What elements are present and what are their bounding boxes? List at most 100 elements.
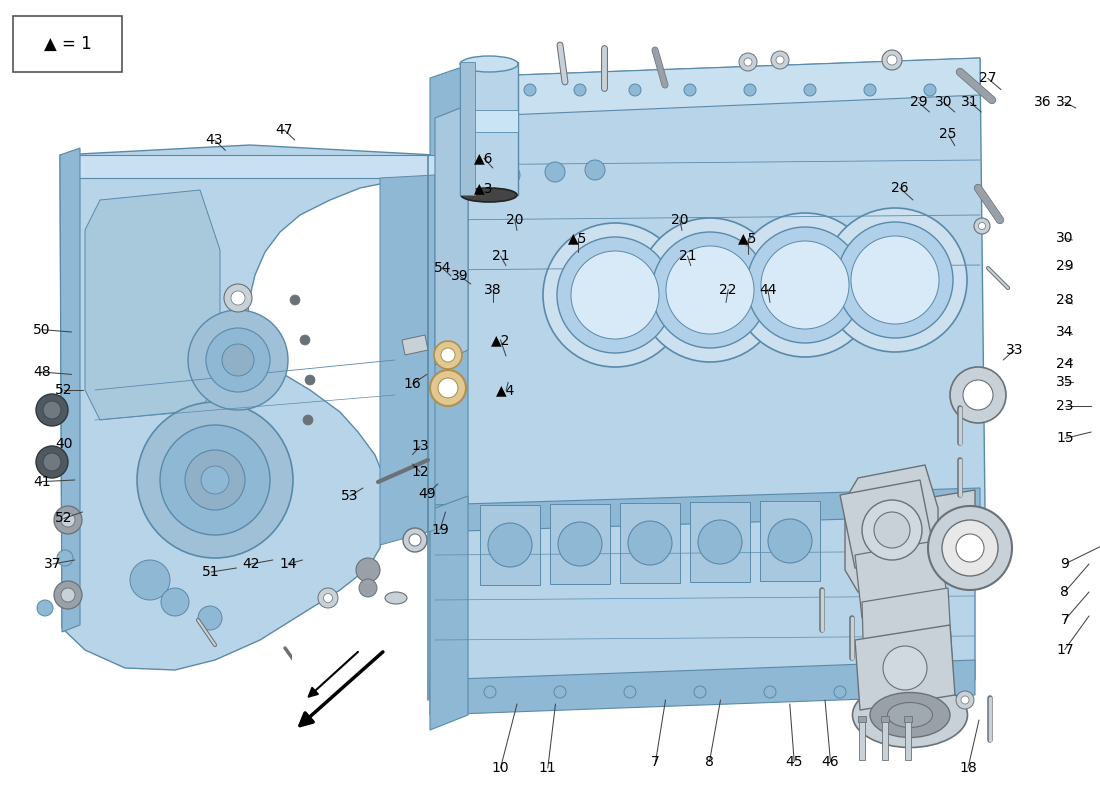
Polygon shape <box>855 540 948 618</box>
Text: 12: 12 <box>411 465 429 479</box>
Polygon shape <box>915 490 975 540</box>
Polygon shape <box>840 480 935 568</box>
Text: elfersh: elfersh <box>426 268 718 404</box>
Circle shape <box>54 581 82 609</box>
Circle shape <box>771 51 789 69</box>
Circle shape <box>543 223 688 367</box>
Text: 52: 52 <box>55 383 73 398</box>
Circle shape <box>305 375 315 385</box>
Circle shape <box>557 237 673 353</box>
Text: 16: 16 <box>404 377 421 391</box>
Circle shape <box>290 295 300 305</box>
Text: 8: 8 <box>705 754 714 769</box>
Polygon shape <box>430 496 468 730</box>
Text: 50: 50 <box>33 322 51 337</box>
Text: for parts: for parts <box>468 451 676 541</box>
Circle shape <box>356 558 380 582</box>
Text: 9: 9 <box>1060 557 1069 571</box>
Circle shape <box>43 453 60 471</box>
Circle shape <box>834 686 846 698</box>
Circle shape <box>488 523 532 567</box>
Bar <box>292 642 377 704</box>
Circle shape <box>554 686 566 698</box>
Polygon shape <box>430 490 975 700</box>
Circle shape <box>747 227 864 343</box>
Circle shape <box>883 646 927 690</box>
Text: 10: 10 <box>492 761 509 775</box>
Circle shape <box>628 521 672 565</box>
Circle shape <box>160 425 270 535</box>
Polygon shape <box>862 588 951 672</box>
Text: 22: 22 <box>719 282 737 297</box>
Circle shape <box>36 394 68 426</box>
Polygon shape <box>460 62 518 195</box>
Circle shape <box>403 528 427 552</box>
Circle shape <box>130 560 170 600</box>
Circle shape <box>768 519 812 563</box>
Circle shape <box>733 213 877 357</box>
Circle shape <box>441 348 455 362</box>
Circle shape <box>222 344 254 376</box>
Text: ▲5: ▲5 <box>568 231 587 246</box>
Text: 30: 30 <box>935 95 953 110</box>
Circle shape <box>739 53 757 71</box>
Text: 15: 15 <box>1056 431 1074 446</box>
Circle shape <box>571 251 659 339</box>
Ellipse shape <box>852 682 968 747</box>
Text: 36: 36 <box>1034 95 1052 110</box>
Text: 21: 21 <box>492 249 509 263</box>
Circle shape <box>956 534 984 562</box>
Text: 51: 51 <box>202 565 220 579</box>
Circle shape <box>851 236 939 324</box>
Circle shape <box>629 84 641 96</box>
Circle shape <box>652 232 768 348</box>
Circle shape <box>138 402 293 558</box>
Text: 34: 34 <box>1056 325 1074 339</box>
Text: 54: 54 <box>433 261 451 275</box>
Polygon shape <box>845 465 938 592</box>
Circle shape <box>744 84 756 96</box>
Circle shape <box>823 208 967 352</box>
Text: 11: 11 <box>539 761 557 775</box>
Text: 32: 32 <box>1056 95 1074 110</box>
Text: 29: 29 <box>1056 258 1074 273</box>
Bar <box>905 720 911 760</box>
Text: ▲ = 1: ▲ = 1 <box>44 35 92 53</box>
Ellipse shape <box>888 702 933 727</box>
Text: 23: 23 <box>1056 399 1074 414</box>
Circle shape <box>524 84 536 96</box>
Polygon shape <box>460 62 475 195</box>
Text: 45: 45 <box>785 754 803 769</box>
Text: 37: 37 <box>44 557 62 571</box>
Text: 28: 28 <box>1056 293 1074 307</box>
Circle shape <box>558 522 602 566</box>
Circle shape <box>323 594 332 602</box>
Circle shape <box>201 466 229 494</box>
Circle shape <box>318 588 338 608</box>
FancyBboxPatch shape <box>13 16 122 72</box>
Polygon shape <box>855 625 955 710</box>
Polygon shape <box>865 605 950 692</box>
Circle shape <box>60 588 75 602</box>
Text: 8: 8 <box>1060 585 1069 599</box>
Circle shape <box>302 415 313 425</box>
Circle shape <box>698 520 742 564</box>
Circle shape <box>206 328 270 392</box>
Circle shape <box>624 686 636 698</box>
Circle shape <box>862 500 922 560</box>
Circle shape <box>979 222 986 230</box>
Circle shape <box>874 512 910 548</box>
Circle shape <box>638 218 782 362</box>
Circle shape <box>36 446 68 478</box>
Bar <box>904 716 912 722</box>
Bar <box>881 716 889 722</box>
Text: 14: 14 <box>279 557 297 571</box>
Circle shape <box>882 50 902 70</box>
Circle shape <box>500 165 520 185</box>
Circle shape <box>574 84 586 96</box>
Circle shape <box>928 506 1012 590</box>
Circle shape <box>804 84 816 96</box>
Polygon shape <box>480 505 540 585</box>
Text: 21: 21 <box>679 249 696 263</box>
Text: 35: 35 <box>1056 375 1074 390</box>
